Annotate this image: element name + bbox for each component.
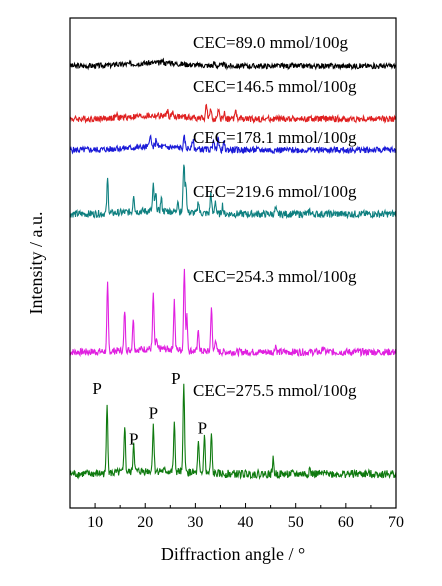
series-label-3: CEC=178.1 mmol/100g bbox=[193, 128, 357, 147]
x-axis-label: Diffraction angle / ° bbox=[161, 544, 305, 564]
series-label-6: CEC=275.5 mmol/100g bbox=[193, 381, 357, 400]
x-tick-label: 10 bbox=[87, 514, 103, 531]
series-line-6 bbox=[69, 383, 397, 480]
x-tick-label: 40 bbox=[238, 514, 254, 531]
peak-annotation-p: P bbox=[92, 379, 101, 398]
x-axis-ticks: 10 20 30 40 50 60 70 bbox=[69, 503, 404, 531]
series-layer bbox=[69, 57, 397, 480]
x-tick-label: 50 bbox=[288, 514, 304, 531]
label-layer: CEC=89.0 mmol/100g CEC=146.5 mmol/100g CEC… bbox=[92, 33, 357, 448]
series-line-4 bbox=[69, 164, 397, 220]
peak-annotation-p: P bbox=[198, 418, 207, 437]
x-tick-label: 60 bbox=[338, 514, 354, 531]
peak-annotation-p: P bbox=[149, 403, 158, 422]
plot-frame bbox=[69, 17, 397, 509]
series-label-2: CEC=146.5 mmol/100g bbox=[193, 77, 357, 96]
peak-annotation-p: P bbox=[171, 369, 180, 388]
series-label-4: CEC=219.6 mmol/100g bbox=[193, 182, 357, 201]
x-tick-label: 70 bbox=[388, 514, 404, 531]
series-line-1 bbox=[69, 57, 397, 71]
series-line-3 bbox=[69, 134, 397, 155]
series-line-2 bbox=[69, 103, 397, 125]
y-axis-label: Intensity / a.u. bbox=[26, 212, 46, 315]
series-label-1: CEC=89.0 mmol/100g bbox=[193, 33, 349, 52]
x-tick-label: 30 bbox=[187, 514, 203, 531]
series-line-5 bbox=[69, 268, 397, 358]
series-label-5: CEC=254.3 mmol/100g bbox=[193, 267, 357, 286]
x-tick-label: 20 bbox=[137, 514, 153, 531]
peak-annotation-p: P bbox=[129, 429, 138, 448]
